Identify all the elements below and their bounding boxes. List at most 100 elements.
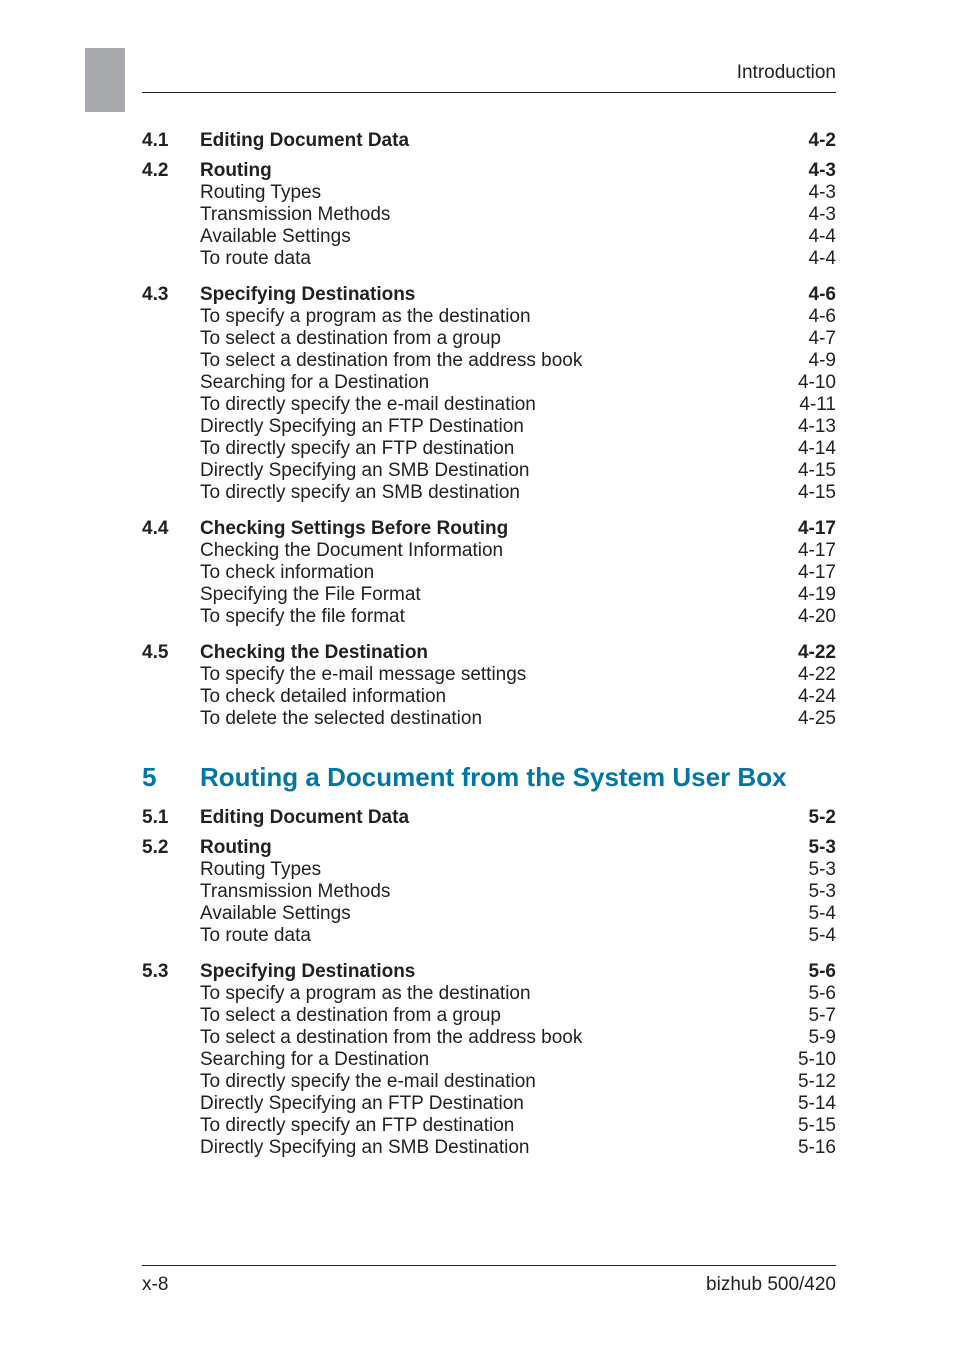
- toc-gap: [142, 504, 836, 518]
- toc-entry-page: 4-24: [798, 686, 836, 708]
- toc-entry-page: 4-20: [798, 606, 836, 628]
- toc-entry-text: Specifying Destinations: [200, 961, 415, 983]
- side-tab: [85, 48, 125, 112]
- toc-entry-l2: To directly specify the e-mail destinati…: [142, 1071, 836, 1093]
- toc-entry-page: 4-13: [798, 416, 836, 438]
- toc-entry-l1: 4.1Editing Document Data4-2: [142, 130, 836, 152]
- toc-entry-l2: Searching for a Destination4-10: [142, 372, 836, 394]
- toc-gap: [142, 799, 836, 807]
- toc-entry-num: 5.2: [142, 837, 200, 859]
- toc-entry-text: To select a destination from the address…: [142, 350, 582, 372]
- toc-entry-l2: Routing Types 5-3: [142, 859, 836, 881]
- toc-entry-page: 5-9: [809, 1027, 836, 1049]
- header-rule: [142, 92, 836, 93]
- toc-entry-page: 4-22: [798, 642, 836, 664]
- toc-entry-l2: Transmission Methods4-3: [142, 204, 836, 226]
- toc-entry-l2: To directly specify an SMB destination4-…: [142, 482, 836, 504]
- toc-entry-text: To directly specify an FTP destination: [142, 1115, 514, 1137]
- toc-entry-text: To directly specify the e-mail destinati…: [142, 1071, 536, 1093]
- toc-entry-text: To route data: [142, 925, 311, 947]
- toc-entry-num: 5.3: [142, 961, 200, 983]
- toc-entry-page: 4-17: [798, 540, 836, 562]
- toc-entry-text: To specify a program as the destination: [142, 983, 531, 1005]
- toc-entry-text: To specify the e-mail message settings: [142, 664, 526, 686]
- toc-entry-text: Routing: [200, 160, 272, 182]
- toc-entry-text: Routing Types: [142, 182, 321, 204]
- toc-entry-l2: To directly specify an FTP destination4-…: [142, 438, 836, 460]
- toc-entry-page: 4-7: [809, 328, 836, 350]
- toc-entry-num: 4.1: [142, 130, 200, 152]
- toc-chapter-title: Routing a Document from the System User …: [200, 762, 787, 793]
- toc-entry-l2: Directly Specifying an FTP Destination5-…: [142, 1093, 836, 1115]
- toc-entry-text: To check information: [142, 562, 374, 584]
- toc-entry-l2: Directly Specifying an FTP Destination 4-…: [142, 416, 836, 438]
- toc-entry-page: 4-3: [809, 182, 836, 204]
- toc-entry-l2: To route data 5-4: [142, 925, 836, 947]
- toc-entry-l2: To select a destination from a group 5-7: [142, 1005, 836, 1027]
- toc-entry-page: 5-3: [809, 859, 836, 881]
- toc-entry-text: To directly specify the e-mail destinati…: [142, 394, 536, 416]
- toc-entry-page: 5-15: [798, 1115, 836, 1137]
- toc-entry-l2: Checking the Document Information 4-17: [142, 540, 836, 562]
- toc-entry-l2: Transmission Methods 5-3: [142, 881, 836, 903]
- toc-entry-text: To select a destination from a group: [142, 328, 501, 350]
- toc-entry-text: To directly specify an SMB destination: [142, 482, 520, 504]
- toc-entry-text: Checking the Document Information: [142, 540, 503, 562]
- toc-entry-l2: Directly Specifying an SMB Destination4-…: [142, 460, 836, 482]
- toc-entry-num: 4.5: [142, 642, 200, 664]
- toc-entry-text: Directly Specifying an FTP Destination: [142, 1093, 524, 1115]
- toc-entry-text: Transmission Methods: [142, 881, 390, 903]
- toc-entry-l1: 4.2Routing4-3: [142, 160, 836, 182]
- toc-entry-page: 4-4: [809, 226, 836, 248]
- toc-chapter: 5Routing a Document from the System User…: [142, 762, 836, 793]
- toc-entry-page: 5-2: [809, 807, 836, 829]
- toc-entry-text: Routing: [200, 837, 272, 859]
- toc-entry-page: 4-22: [798, 664, 836, 686]
- toc-entry-l2: To check information4-17: [142, 562, 836, 584]
- toc-entry-num: 4.3: [142, 284, 200, 306]
- toc-entry-text: Available Settings: [142, 226, 351, 248]
- toc-entry-text: Checking the Destination: [200, 642, 428, 664]
- toc-entry-text: Checking Settings Before Routing: [200, 518, 508, 540]
- toc-entry-page: 5-7: [809, 1005, 836, 1027]
- toc-entry-page: 4-4: [809, 248, 836, 270]
- toc-entry-text: To route data: [142, 248, 311, 270]
- footer-page-number: x-8: [142, 1274, 168, 1296]
- toc-entry-page: 5-16: [798, 1137, 836, 1159]
- toc-entry-page: 4-9: [809, 350, 836, 372]
- footer-rule: [142, 1265, 836, 1266]
- toc-entry-l2: Specifying the File Format 4-19: [142, 584, 836, 606]
- toc-entry-text: To check detailed information: [142, 686, 446, 708]
- toc-entry-page: 4-11: [799, 394, 836, 416]
- toc-entry-l2: Routing Types 4-3: [142, 182, 836, 204]
- toc-entry-page: 4-6: [809, 306, 836, 328]
- toc-entry-l2: Available Settings 4-4: [142, 226, 836, 248]
- toc-entry-text: Editing Document Data: [200, 130, 409, 152]
- toc-entry-num: 4.2: [142, 160, 200, 182]
- toc-entry-num: 4.4: [142, 518, 200, 540]
- toc-entry-l1: 5.3Specifying Destinations5-6: [142, 961, 836, 983]
- toc-entry-num: 5.1: [142, 807, 200, 829]
- toc-entry-text: Routing Types: [142, 859, 321, 881]
- toc-entry-text: To specify a program as the destination: [142, 306, 531, 328]
- toc-entry-l1: 4.5Checking the Destination 4-22: [142, 642, 836, 664]
- toc-entry-page: 5-4: [809, 925, 836, 947]
- toc-entry-page: 5-6: [809, 983, 836, 1005]
- toc-entry-l2: Available Settings5-4: [142, 903, 836, 925]
- toc-gap: [142, 152, 836, 160]
- toc-entry-text: Directly Specifying an SMB Destination: [142, 1137, 529, 1159]
- toc-chapter-num: 5: [142, 762, 200, 793]
- toc-entry-text: To select a destination from a group: [142, 1005, 501, 1027]
- toc-entry-page: 4-19: [798, 584, 836, 606]
- toc-gap: [142, 947, 836, 961]
- toc-gap: [142, 628, 836, 642]
- toc-entry-page: 4-25: [798, 708, 836, 730]
- toc-entry-l2: To directly specify an FTP destination 5-…: [142, 1115, 836, 1137]
- toc-entry-page: 5-3: [809, 881, 836, 903]
- toc-entry-l2: To select a destination from the address…: [142, 1027, 836, 1049]
- toc-entry-text: Specifying the File Format: [142, 584, 421, 606]
- toc-entry-l1: 4.4Checking Settings Before Routing4-17: [142, 518, 836, 540]
- toc-entry-text: Directly Specifying an FTP Destination: [142, 416, 524, 438]
- toc-entry-l2: To check detailed information 4-24: [142, 686, 836, 708]
- toc-entry-l2: To route data 4-4: [142, 248, 836, 270]
